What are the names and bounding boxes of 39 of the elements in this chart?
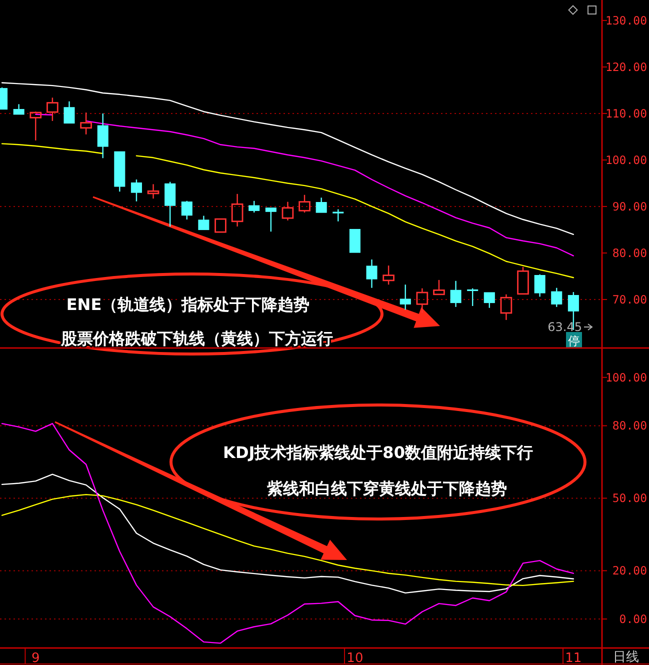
y-tick-label: 130.00 — [605, 13, 648, 28]
line-series — [1, 82, 574, 235]
candlestick — [214, 218, 226, 233]
y-tick-label: 100.00 — [605, 152, 648, 167]
line-series — [1, 474, 574, 594]
y-tick-label: 110.00 — [605, 106, 648, 120]
y-tick-label: 0.00 — [619, 612, 648, 626]
x-tick-label: 9 — [31, 651, 40, 665]
candlestick — [97, 112, 108, 159]
y-tick-label: 90.00 — [612, 199, 648, 214]
candlestick — [450, 280, 462, 308]
candlestick — [433, 279, 445, 296]
y-tick-label: 100.00 — [605, 370, 648, 384]
annotation: ENE（轨道线）指标处于下降趋势 — [66, 295, 310, 314]
candlestick — [500, 294, 512, 321]
candlestick — [316, 197, 327, 213]
y-tick-label: 120.00 — [605, 60, 648, 74]
candlestick — [64, 100, 75, 124]
line-series — [1, 422, 574, 644]
annotation: 停 — [568, 334, 580, 348]
x-tick-label: 11 — [565, 651, 582, 665]
y-tick-label: 80.00 — [612, 418, 648, 433]
text: 日线 — [613, 650, 639, 665]
annotation: 紫线和白线下穿黄线处于下降趋势 — [266, 479, 507, 498]
candlestick — [114, 151, 126, 192]
candlestick — [147, 184, 160, 200]
candlestick — [366, 258, 378, 288]
candlestick — [13, 104, 24, 115]
candlestick — [349, 228, 360, 253]
candlestick — [231, 193, 244, 228]
candlestick — [265, 208, 276, 232]
candlestick — [416, 288, 428, 314]
annotation: KDJ技术指标紫线处于80数值附近持续下行 — [223, 443, 533, 462]
y-tick-label: 50.00 — [612, 491, 648, 506]
y-tick-label: 70.00 — [612, 292, 648, 306]
y-tick-label: 20.00 — [612, 564, 648, 578]
y-tick-label: 80.00 — [612, 246, 648, 260]
x-tick-label: 10 — [346, 651, 364, 665]
candlestick — [198, 215, 210, 230]
